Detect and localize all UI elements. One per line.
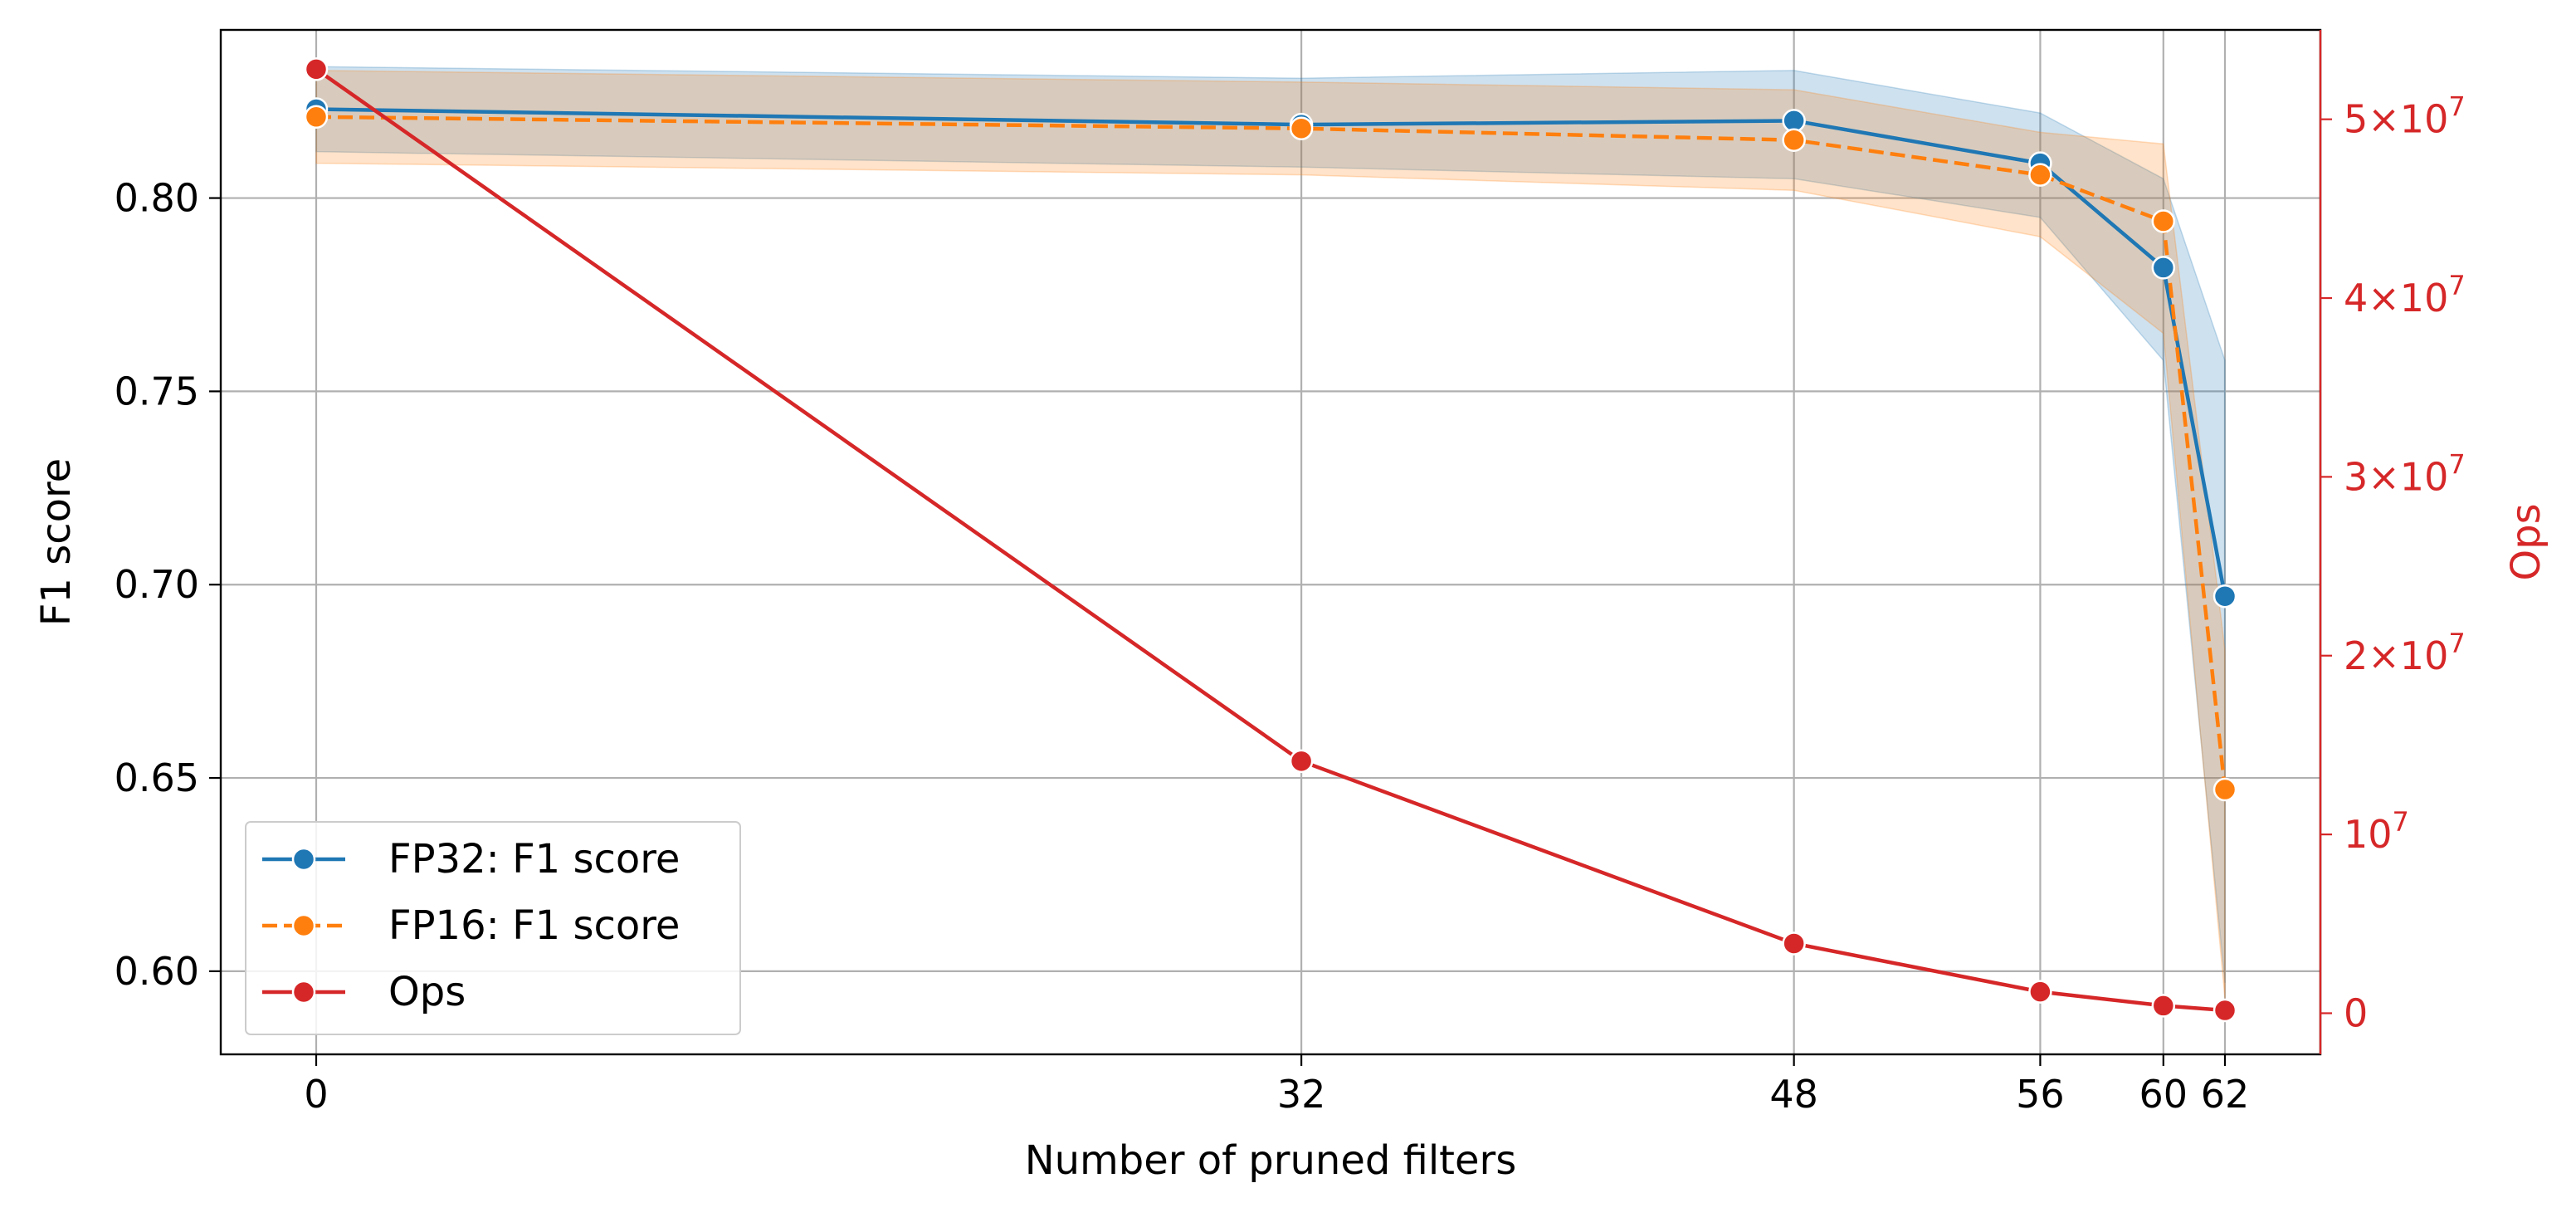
y2-tick-label: 3×107 [2344, 448, 2466, 499]
y-tick-label: 0.60 [115, 949, 199, 994]
legend-marker [291, 913, 316, 938]
legend: FP32: F1 score FP16: F1 score Ops [245, 821, 741, 1035]
x-tick-label: 32 [1277, 1072, 1326, 1117]
data-point [2028, 980, 2052, 1004]
x-tick-label: 56 [2016, 1072, 2065, 1117]
y2-tick-label: 2×107 [2344, 628, 2466, 678]
data-point [2213, 584, 2237, 609]
x-axis-label: Number of pruned filters [1025, 1137, 1517, 1184]
data-point [2151, 209, 2176, 233]
y-tick-label: 0.80 [115, 176, 199, 221]
data-point [1289, 116, 1314, 140]
x-tick-label: 0 [304, 1072, 328, 1117]
y2-tick-label: 0 [2344, 990, 2368, 1035]
data-point [2151, 994, 2176, 1018]
legend-marker [291, 980, 316, 1005]
y2-tick-label: 5×107 [2344, 91, 2466, 142]
data-point [1289, 749, 1314, 774]
series-line [315, 115, 2227, 790]
data-point [2028, 163, 2052, 187]
y-axis-ticks: 0.60 0.65 0.70 0.75 0.80 [115, 176, 221, 994]
legend-marker [291, 847, 316, 872]
y-tick-label: 0.65 [115, 755, 199, 800]
legend-box [245, 821, 741, 1035]
y2-tick-label: 4×107 [2344, 270, 2466, 320]
x-tick-label: 48 [1769, 1072, 1818, 1117]
legend-label: FP16: F1 score [388, 902, 680, 949]
series-markers [304, 57, 2237, 1023]
y2-tick-label: 107 [2344, 806, 2409, 857]
y-tick-label: 0.70 [115, 562, 199, 607]
data-point [1782, 931, 1806, 956]
y-tick-label: 0.75 [115, 369, 199, 413]
data-point [304, 105, 329, 130]
x-tick-label: 60 [2139, 1072, 2188, 1117]
data-point [304, 57, 329, 81]
data-point [2151, 256, 2176, 280]
legend-label: Ops [388, 969, 466, 1015]
x-axis-ticks: 0 32 48 56 60 62 [304, 1054, 2249, 1117]
x-tick-label: 62 [2201, 1072, 2250, 1117]
data-point [2213, 998, 2237, 1023]
y2-axis-label: Ops [2503, 503, 2549, 580]
data-point [1782, 128, 1806, 152]
data-point [2213, 777, 2237, 802]
y2-axis-ticks: 0 107 2×107 3×107 4×107 5×107 [2320, 91, 2466, 1035]
series-line [315, 107, 2227, 597]
legend-label: FP32: F1 score [388, 836, 680, 882]
y-axis-label: F1 score [33, 458, 80, 626]
